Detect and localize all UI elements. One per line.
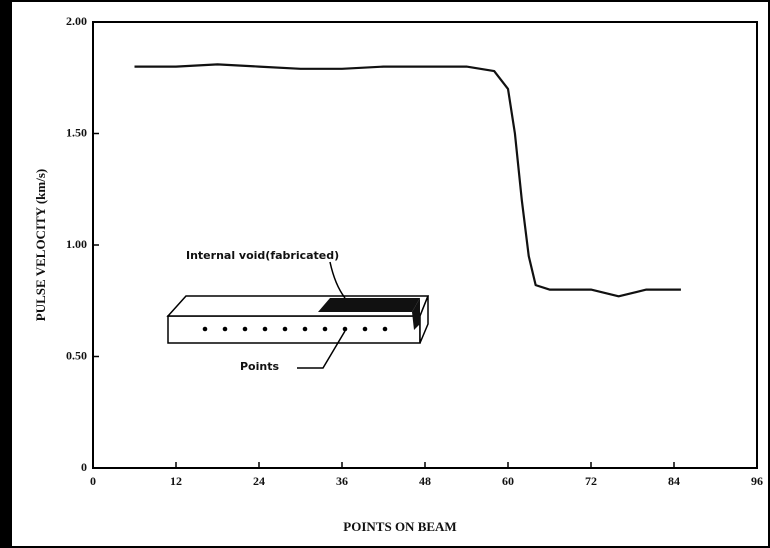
- y-tick-label: 1.00: [66, 237, 87, 251]
- beam-sketch: [168, 262, 428, 368]
- x-axis-label: POINTS ON BEAM: [343, 519, 456, 534]
- y-tick-label: 2.00: [66, 14, 87, 28]
- x-tick-label: 0: [90, 474, 96, 488]
- x-tick-label: 12: [170, 474, 182, 488]
- x-tick-label: 60: [502, 474, 514, 488]
- annotation: Points: [240, 360, 279, 373]
- plot-frame: [93, 22, 757, 468]
- x-tick-label: 72: [585, 474, 597, 488]
- x-tick-label: 84: [668, 474, 680, 488]
- scan-edge: [0, 0, 12, 548]
- x-tick-label: 36: [336, 474, 348, 488]
- annotation: Internal void(fabricated): [186, 249, 339, 262]
- y-tick-label: 0.50: [66, 348, 87, 362]
- page: {"chart_data": {"type": "line", "x_label…: [0, 0, 770, 548]
- y-tick-label: 0: [81, 460, 87, 474]
- x-tick-label: 24: [253, 474, 265, 488]
- y-tick-label: 1.50: [66, 125, 87, 139]
- chart: POINTS ON BEAM PULSE VELOCITY (km/s) Int…: [0, 0, 770, 548]
- x-tick-label: 48: [419, 474, 431, 488]
- y-axis-label: PULSE VELOCITY (km/s): [33, 169, 48, 321]
- frame: [1, 1, 769, 547]
- x-tick-label: 96: [751, 474, 763, 488]
